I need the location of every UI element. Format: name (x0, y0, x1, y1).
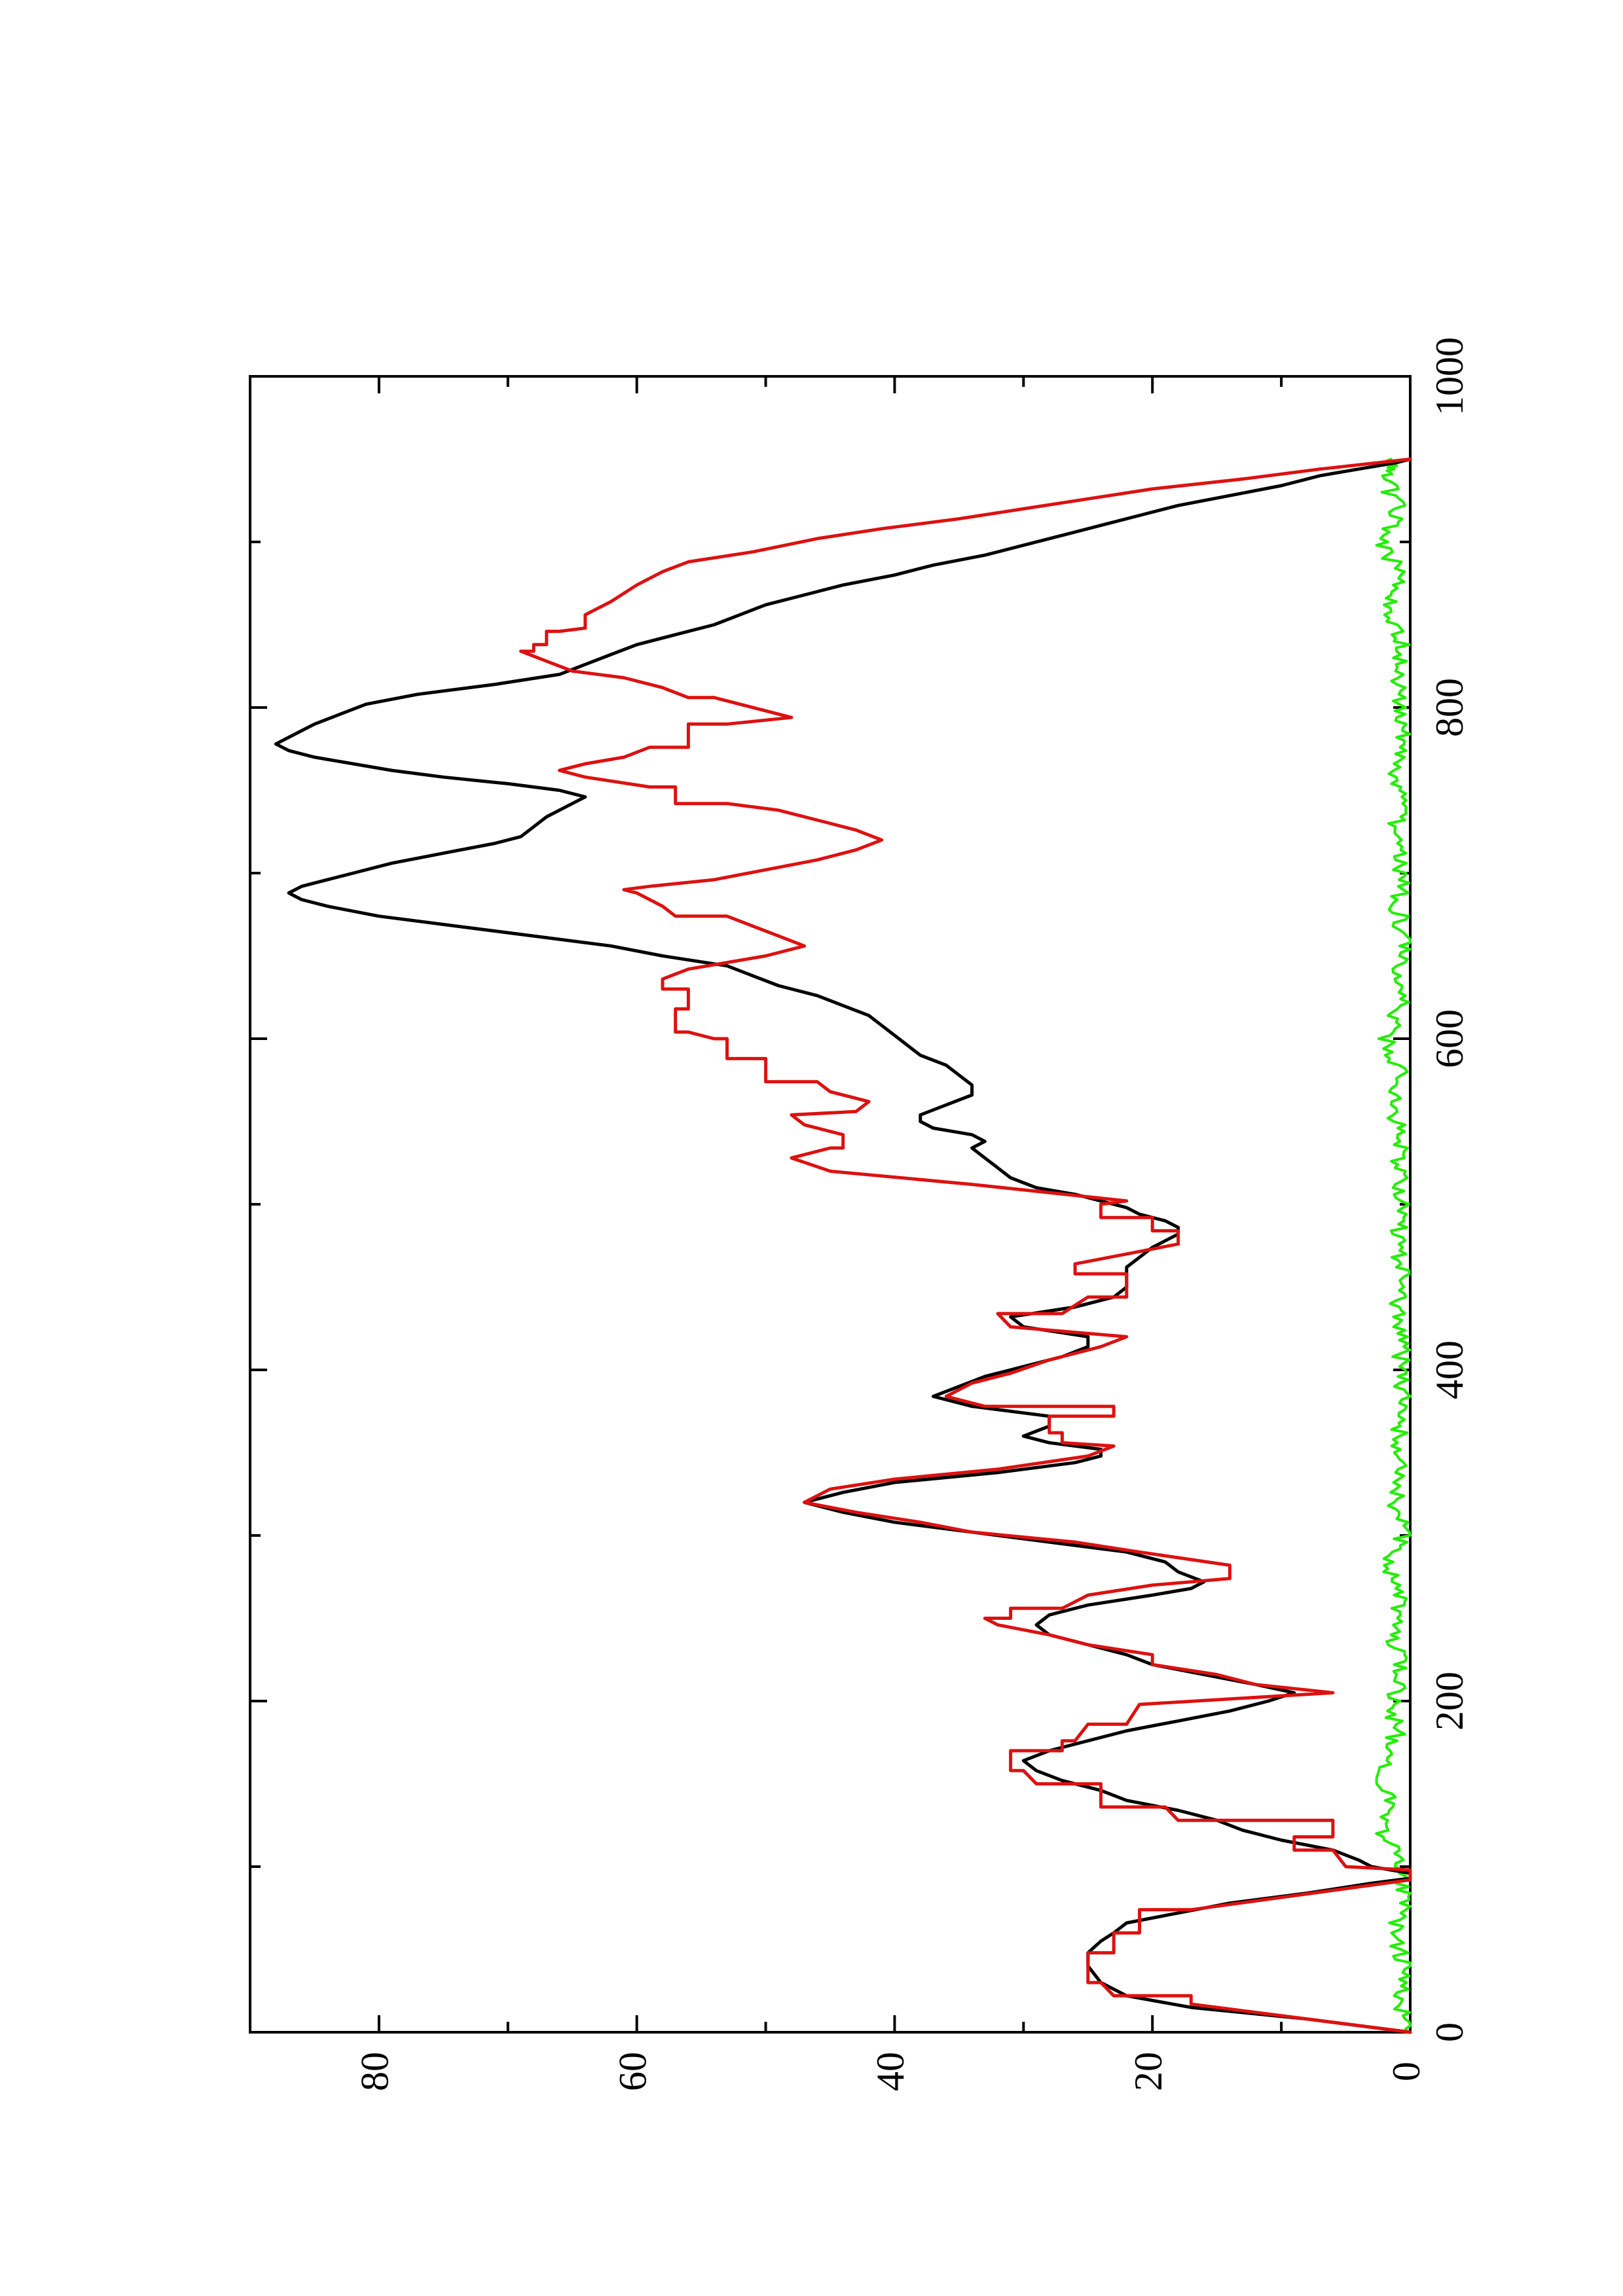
x-tick-label: 400 (1428, 1340, 1471, 1399)
x-tick-label: 1000 (1428, 337, 1471, 416)
y-tick-label: 20 (1127, 2052, 1170, 2091)
series-line-2 (1375, 457, 1412, 2034)
x-tick-label: 600 (1428, 1009, 1471, 1068)
y-tick-label: 40 (869, 2052, 912, 2091)
plot-frame (249, 375, 1412, 2034)
axis-ticks (250, 375, 1412, 2034)
y-tick-label: 60 (611, 2052, 654, 2091)
series-line-1 (519, 457, 1412, 2034)
x-tick-label: 800 (1428, 678, 1471, 737)
y-tick-label: 0 (1385, 2062, 1428, 2081)
axis-tick-labels: 0 200 400 600 800 1000 0 20 40 60 80 (354, 337, 1471, 2091)
x-tick-label: 200 (1428, 1672, 1471, 1731)
chart-series (274, 457, 1412, 2034)
y-tick-label: 80 (354, 2052, 397, 2091)
series-line-0 (274, 457, 1412, 2034)
x-tick-label: 0 (1428, 2022, 1471, 2042)
